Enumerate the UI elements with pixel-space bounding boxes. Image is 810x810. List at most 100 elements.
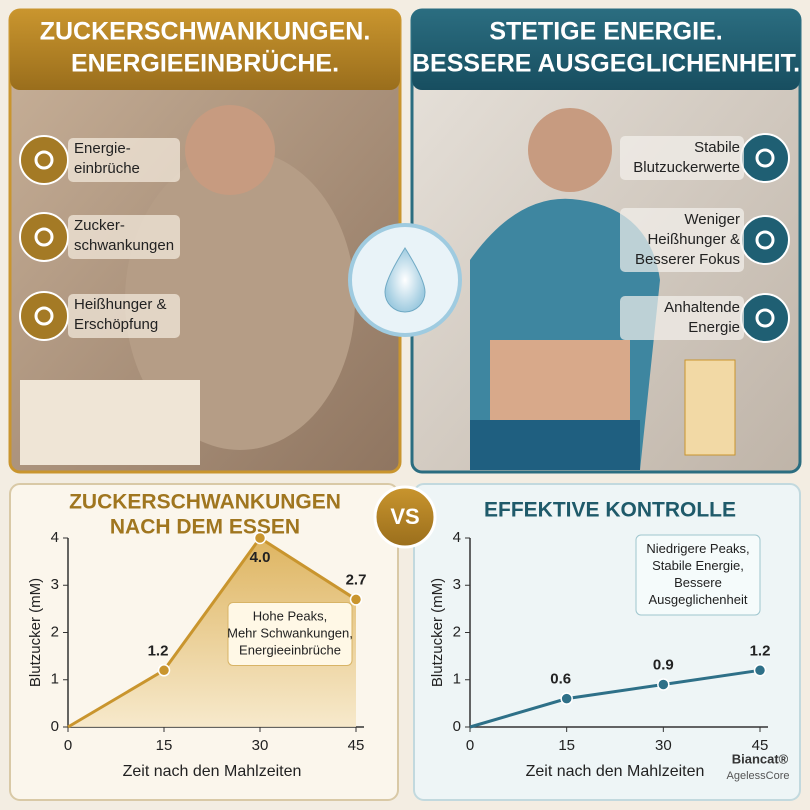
item-icon <box>740 293 790 343</box>
y-tick-label: 0 <box>453 718 461 735</box>
chart-title: EFFEKTIVE KONTROLLE <box>484 499 736 522</box>
item-label: Blutzuckerwerte <box>633 159 740 176</box>
y-tick-label: 2 <box>453 623 461 640</box>
item-label: schwankungen <box>74 237 174 254</box>
item-label: Energie <box>688 319 740 336</box>
annotation: Mehr Schwankungen, <box>227 625 353 640</box>
photo-shorts <box>470 420 640 470</box>
item-glyph <box>755 230 775 250</box>
left-header <box>10 10 400 90</box>
y-tick-label: 2 <box>51 623 59 640</box>
x-tick-label: 30 <box>655 737 672 754</box>
annotation-box <box>635 534 761 616</box>
point <box>253 531 267 545</box>
annotation: Niedrigere Peaks, <box>646 541 749 556</box>
annotation: Hohe Peaks, <box>253 608 327 623</box>
panel-title: STETIGE ENERGIE. <box>489 18 722 46</box>
item-glyph <box>34 227 54 247</box>
item-label: Anhaltende <box>664 299 740 316</box>
x-tick-label: 0 <box>466 737 474 754</box>
value-label: 0.6 <box>550 671 571 688</box>
point <box>753 664 767 677</box>
item-bg <box>620 136 744 180</box>
line <box>469 668 761 729</box>
item-glyph <box>34 306 54 326</box>
y-tick-label: 3 <box>51 576 59 593</box>
x-tick-label: 0 <box>64 737 72 754</box>
x-tick-label: 45 <box>752 737 769 754</box>
item-bg <box>68 138 180 182</box>
item-glyph <box>755 308 775 328</box>
brand-name: Biancat® <box>732 751 789 766</box>
item-glyph <box>34 150 54 170</box>
chart-title: NACH DEM ESSEN <box>110 516 300 539</box>
chart-title: ZUCKERSCHWANKUNGEN <box>69 491 341 514</box>
x-axis-label: Zeit nach den Mahlzeiten <box>526 763 705 780</box>
annotation: Energieeinbrüche <box>239 642 341 657</box>
area <box>68 538 356 727</box>
item-bg <box>68 215 180 259</box>
value-label: 1.2 <box>148 642 169 659</box>
point <box>349 593 363 606</box>
y-tick-label: 1 <box>51 671 59 688</box>
annotation-box <box>227 602 353 666</box>
drop-icon <box>384 247 426 313</box>
item-icon <box>19 212 69 262</box>
point <box>157 664 171 677</box>
vs-text: VS <box>390 504 419 529</box>
vs-badge <box>373 485 437 549</box>
annotation: Stabile Energie, <box>652 558 744 573</box>
panel-title: ENERGIEEINBRÜCHE. <box>71 49 339 78</box>
annotation: Bessere <box>674 575 722 590</box>
brand-sub: AgelessCore <box>727 770 790 782</box>
value-label: 4.0 <box>250 549 271 566</box>
x-tick-label: 30 <box>252 737 269 754</box>
value-label: 2.7 <box>346 571 367 588</box>
item-label: Zucker- <box>74 217 125 234</box>
photo-torso <box>490 340 630 420</box>
y-tick-label: 1 <box>453 671 461 688</box>
item-glyph <box>755 148 775 168</box>
y-axis-label: Blutzucker (mM) <box>27 578 44 687</box>
item-label: Besserer Fokus <box>635 251 740 268</box>
value-label: 0.9 <box>653 656 674 673</box>
annotation: Ausgeglichenheit <box>648 592 747 607</box>
item-icon <box>19 291 69 341</box>
item-label: einbrüche <box>74 160 140 177</box>
item-icon <box>19 135 69 185</box>
item-label: Erschöpfung <box>74 316 158 333</box>
item-label: Stabile <box>694 139 740 156</box>
item-label: Heißhunger & <box>647 231 740 248</box>
y-tick-label: 4 <box>453 529 461 546</box>
item-bg <box>620 296 744 340</box>
panel-title: BESSERE AUSGEGLICHENHEIT. <box>412 50 800 78</box>
x-axis-label: Zeit nach den Mahlzeiten <box>123 763 302 780</box>
y-tick-label: 4 <box>51 529 59 546</box>
point <box>560 692 573 705</box>
item-label: Weniger <box>684 211 740 228</box>
photo-figure <box>125 150 355 450</box>
right-header <box>412 10 800 90</box>
photo-head <box>185 105 275 195</box>
y-tick-label: 0 <box>51 718 59 735</box>
panel-title: ZUCKERSCHWANKUNGEN. <box>40 18 371 46</box>
photo-box <box>20 380 200 465</box>
y-tick-label: 3 <box>453 576 461 593</box>
item-icon <box>740 215 790 265</box>
item-label: Energie- <box>74 140 131 157</box>
item-icon <box>740 133 790 183</box>
x-tick-label: 15 <box>156 737 173 754</box>
item-label: Heißhunger & <box>74 296 167 313</box>
point <box>657 678 670 691</box>
item-bg <box>68 294 180 338</box>
y-axis-label: Blutzucker (mM) <box>429 578 446 687</box>
line <box>67 535 357 729</box>
x-tick-label: 15 <box>558 737 575 754</box>
item-bg <box>620 208 744 272</box>
photo-head <box>528 108 612 192</box>
product-box <box>684 359 736 456</box>
x-tick-label: 45 <box>348 737 365 754</box>
value-label: 1.2 <box>750 642 771 659</box>
